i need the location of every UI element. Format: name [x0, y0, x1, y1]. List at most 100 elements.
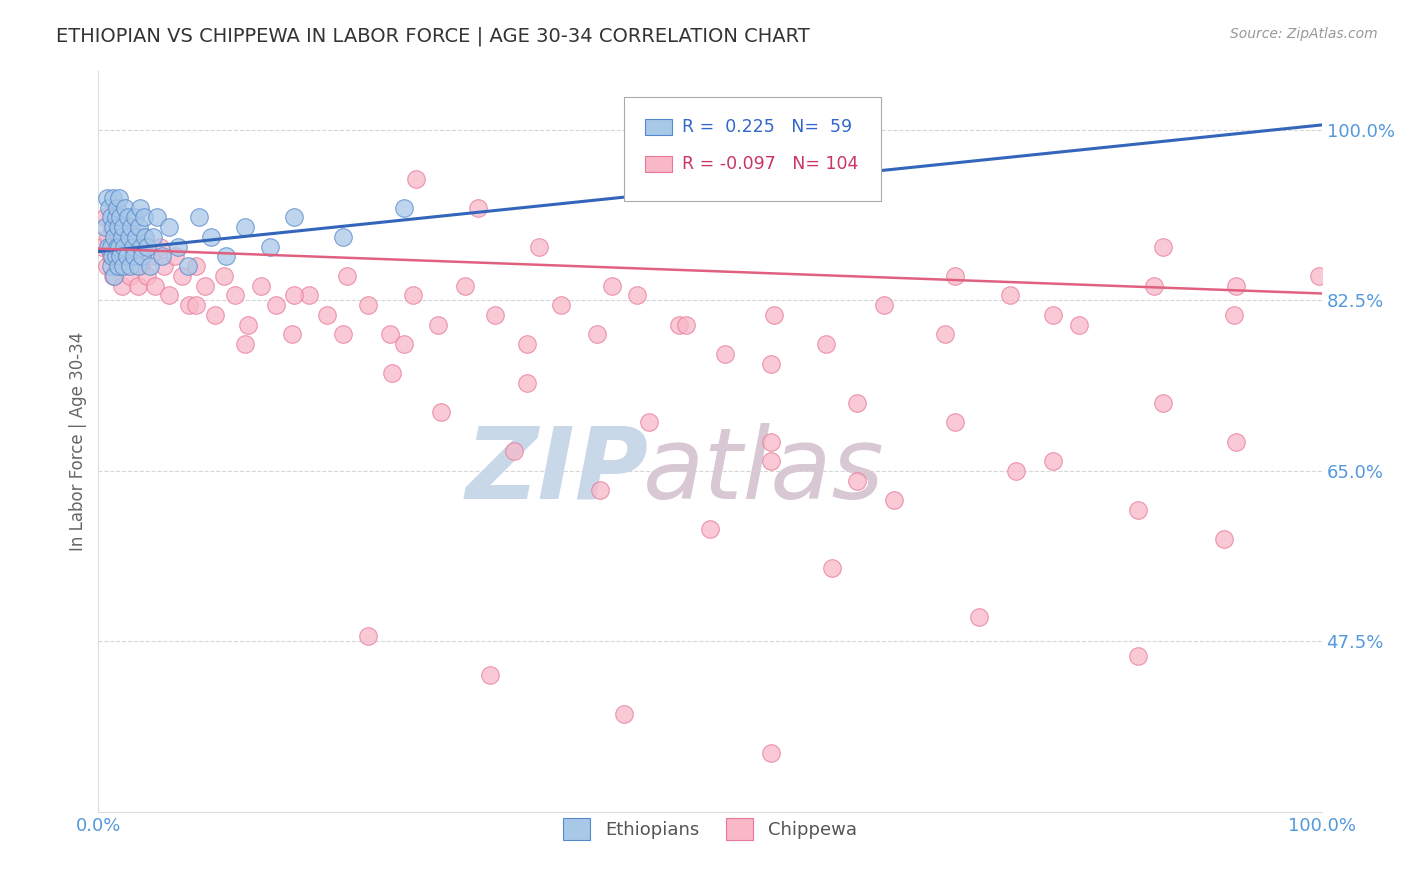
Point — [115, 249, 138, 264]
Point — [332, 230, 354, 244]
Point — [1069, 318, 1091, 332]
Point — [100, 249, 122, 264]
Point — [111, 278, 134, 293]
Point — [1212, 532, 1234, 546]
Point — [101, 220, 124, 235]
Point — [527, 240, 550, 254]
Point — [120, 220, 142, 235]
Point — [114, 201, 136, 215]
Point — [675, 318, 697, 332]
Point — [761, 434, 783, 449]
Point — [1308, 268, 1330, 283]
Point — [332, 327, 354, 342]
Bar — [645, 156, 672, 172]
Point — [108, 240, 131, 254]
Point — [943, 268, 966, 283]
Point — [264, 298, 287, 312]
Point — [1143, 278, 1166, 293]
Point — [699, 522, 721, 536]
Point — [283, 288, 305, 302]
Point — [112, 240, 135, 254]
Point — [214, 249, 236, 264]
Point — [250, 278, 273, 293]
Point — [103, 268, 125, 283]
Point — [114, 259, 136, 273]
Point — [356, 629, 378, 643]
Point — [101, 191, 124, 205]
Point — [316, 308, 339, 322]
Point — [101, 249, 124, 264]
Point — [430, 405, 453, 419]
Point — [1128, 502, 1150, 516]
Point — [132, 230, 155, 244]
Point — [122, 249, 145, 264]
Point — [298, 288, 321, 302]
Text: atlas: atlas — [643, 423, 884, 520]
Point — [153, 259, 176, 273]
Point — [165, 249, 187, 264]
Point — [150, 249, 173, 264]
Point — [1222, 308, 1244, 322]
Point — [1152, 395, 1174, 409]
Y-axis label: In Labor Force | Age 30-34: In Labor Force | Age 30-34 — [69, 332, 87, 551]
Point — [121, 240, 143, 254]
Point — [845, 474, 868, 488]
Point — [259, 240, 281, 254]
Point — [280, 327, 302, 342]
Point — [104, 211, 127, 225]
Point — [93, 220, 115, 235]
Point — [186, 259, 208, 273]
Point — [91, 240, 114, 254]
Text: Source: ZipAtlas.com: Source: ZipAtlas.com — [1230, 27, 1378, 41]
Point — [378, 327, 401, 342]
Point — [110, 211, 132, 225]
Point — [402, 288, 425, 302]
Point — [200, 230, 222, 244]
Point — [515, 337, 537, 351]
Point — [998, 288, 1021, 302]
Point — [101, 268, 124, 283]
Point — [124, 249, 146, 264]
Point — [107, 220, 129, 235]
Point — [105, 240, 128, 254]
Text: ETHIOPIAN VS CHIPPEWA IN LABOR FORCE | AGE 30-34 CORRELATION CHART: ETHIOPIAN VS CHIPPEWA IN LABOR FORCE | A… — [56, 27, 810, 46]
Point — [762, 308, 785, 322]
Point — [214, 268, 236, 283]
Point — [356, 298, 378, 312]
Point — [845, 395, 868, 409]
Bar — [645, 119, 672, 135]
Point — [124, 211, 146, 225]
Point — [177, 298, 200, 312]
Point — [668, 318, 690, 332]
Point — [187, 211, 209, 225]
Point — [111, 230, 134, 244]
Point — [761, 746, 783, 760]
Point — [97, 230, 120, 244]
Point — [761, 454, 783, 468]
Point — [637, 415, 661, 429]
Point — [1042, 308, 1064, 322]
Point — [117, 211, 139, 225]
Point — [110, 249, 132, 264]
Point — [93, 211, 115, 225]
Point — [100, 240, 122, 254]
Text: R =  0.225   N=  59: R = 0.225 N= 59 — [682, 118, 852, 136]
Point — [96, 191, 118, 205]
Point — [586, 327, 609, 342]
Point — [167, 240, 190, 254]
Point — [454, 278, 477, 293]
Point — [143, 278, 166, 293]
Point — [105, 259, 128, 273]
Point — [100, 259, 122, 273]
Point — [1128, 648, 1150, 663]
Point — [550, 298, 572, 312]
Point — [131, 249, 153, 264]
Point — [136, 240, 159, 254]
Point — [134, 230, 156, 244]
Point — [142, 230, 165, 244]
Point — [224, 288, 246, 302]
Point — [589, 483, 612, 498]
Point — [283, 211, 305, 225]
Point — [103, 240, 125, 254]
Point — [478, 668, 501, 682]
